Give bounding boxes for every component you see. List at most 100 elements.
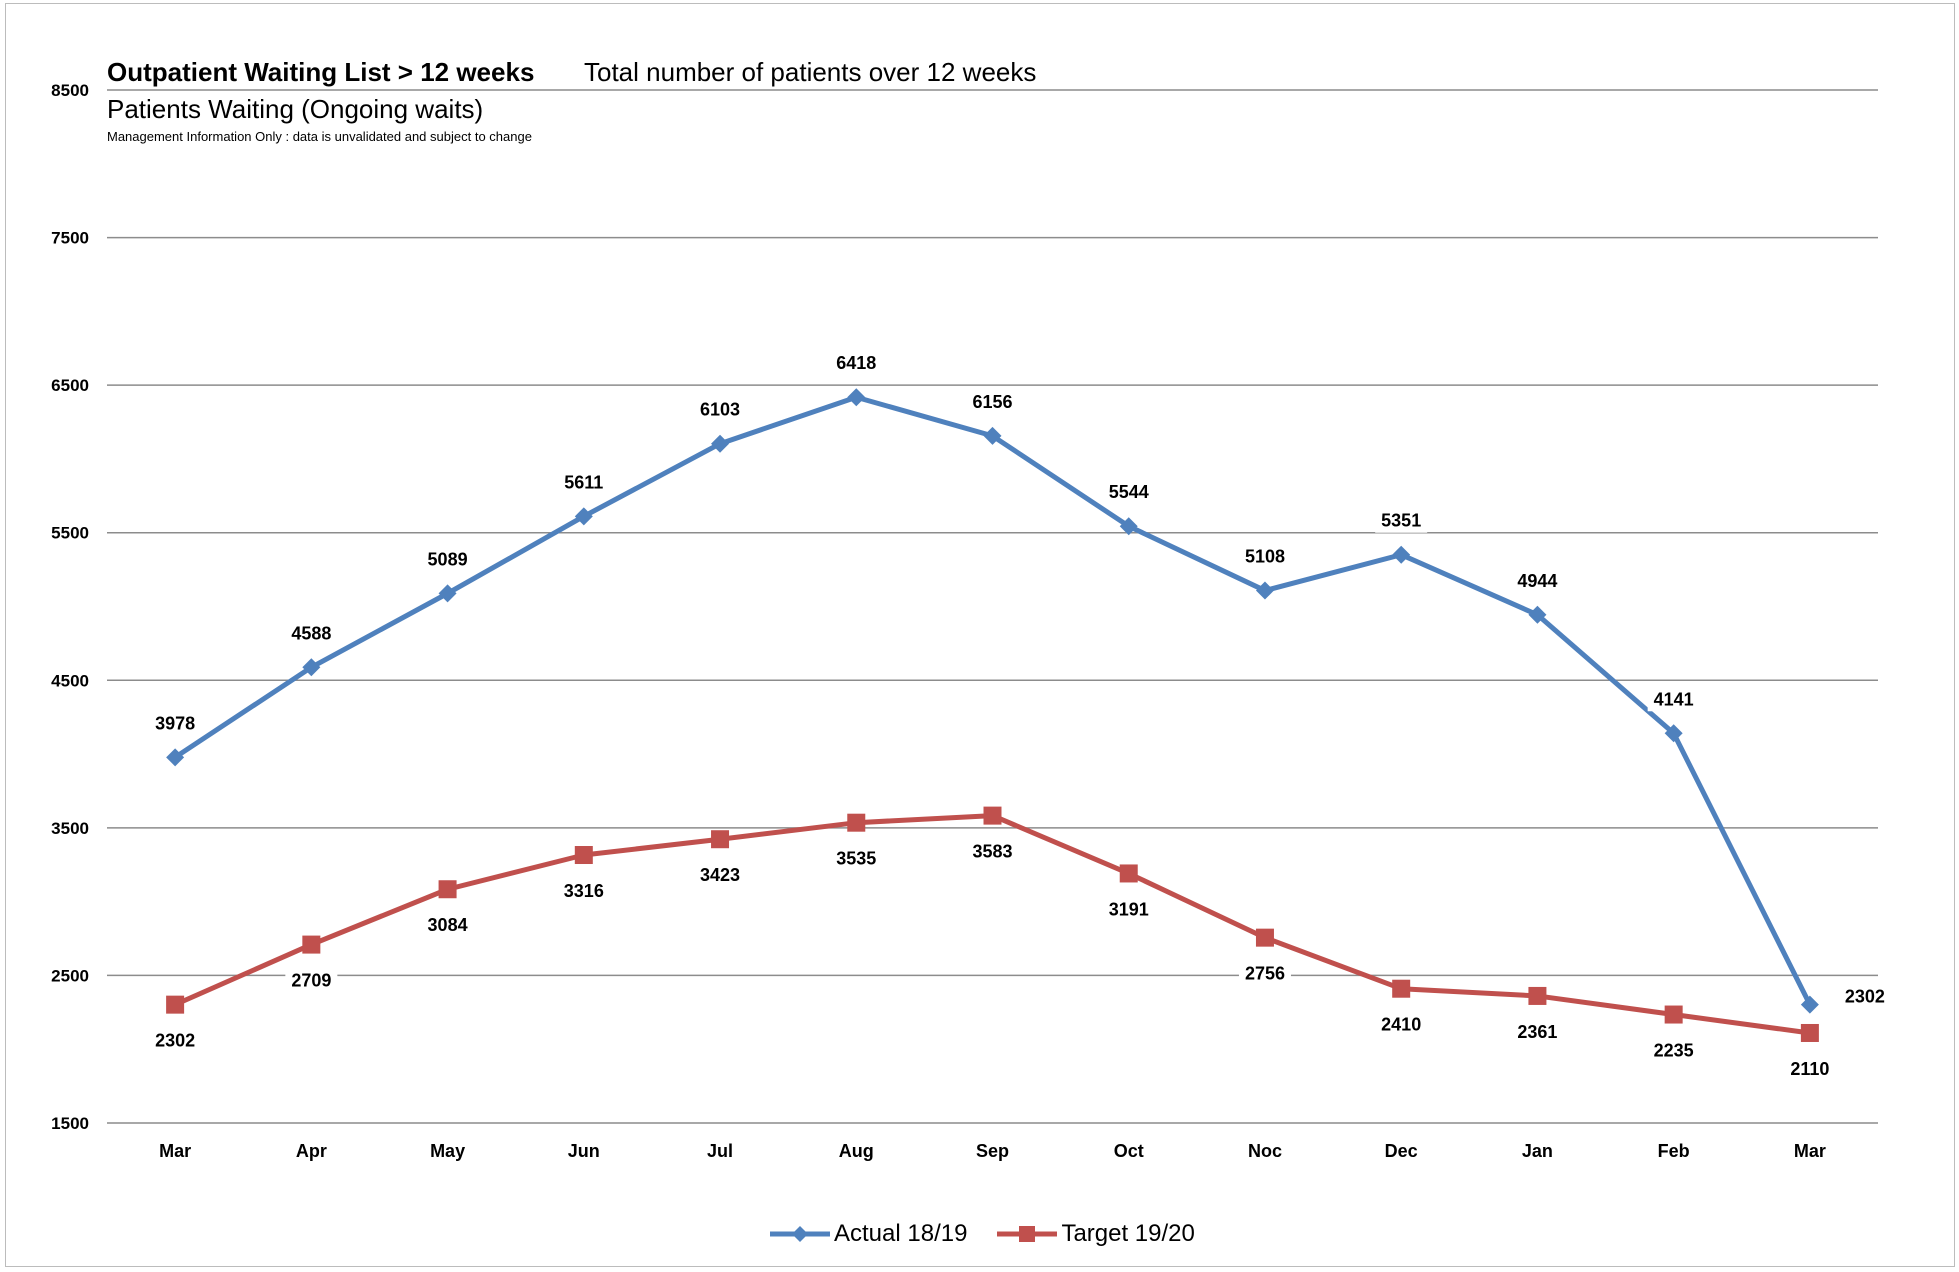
legend-item-target: Target 19/20: [997, 1220, 1195, 1248]
x-tick-label: Jul: [707, 1141, 733, 1161]
legend-item-actual: Actual 18/19: [770, 1220, 967, 1248]
data-label: 2361: [1517, 1022, 1557, 1042]
data-label-bg: [694, 397, 747, 422]
point-marker-square: [1255, 928, 1274, 947]
x-tick-label: Apr: [296, 1141, 327, 1161]
data-label-bg: [830, 846, 883, 871]
data-label-bg: [557, 879, 610, 904]
chart-title: Outpatient Waiting List > 12 weeks: [107, 57, 535, 87]
data-label-bg: [1511, 568, 1564, 593]
point-marker-square: [302, 935, 321, 954]
series-line-actual: [173, 394, 1813, 1006]
chart-title-right: Total number of patients over 12 weeks: [584, 57, 1037, 87]
x-tick-label: Jan: [1522, 1141, 1553, 1161]
data-label-bg: [1102, 480, 1155, 505]
data-label: 2302: [155, 1031, 195, 1051]
y-tick-label: 5500: [51, 524, 89, 543]
data-label-bg: [1238, 961, 1291, 986]
x-tick-label: Jun: [568, 1141, 600, 1161]
point-marker-square: [574, 846, 593, 865]
legend: Actual 18/19 Target 19/20: [770, 1218, 1225, 1250]
data-label: 5351: [1381, 511, 1421, 531]
gridlines: [107, 89, 1878, 1124]
data-label: 5611: [564, 472, 603, 492]
point-marker-square: [166, 995, 185, 1014]
point-marker-square: [1119, 864, 1138, 883]
series-group: [166, 388, 1819, 1042]
data-label-bg: [285, 968, 338, 993]
point-marker-diamond: [1800, 995, 1819, 1014]
point-marker-diamond: [1528, 605, 1547, 624]
point-marker-square: [983, 806, 1002, 825]
data-label-bg: [149, 1028, 202, 1053]
data-label-bg: [1647, 1038, 1700, 1063]
legend-label-target: Target 19/20: [1061, 1220, 1195, 1247]
y-tick-label: 6500: [51, 376, 89, 395]
data-label-bg: [830, 351, 883, 376]
x-tick-label: Dec: [1385, 1141, 1418, 1161]
x-tick-label: Mar: [159, 1141, 191, 1161]
chart-note: Management Information Only : data is un…: [107, 129, 532, 144]
point-marker-diamond: [983, 426, 1002, 445]
point-marker-square: [438, 880, 457, 899]
point-marker-square: [1528, 986, 1547, 1005]
point-marker-square: [1664, 1005, 1683, 1024]
y-tick-label: 7500: [51, 229, 89, 248]
data-label: 3978: [155, 713, 195, 733]
data-label: 4141: [1654, 689, 1694, 709]
data-label-bg: [421, 913, 474, 938]
data-label: 5544: [1109, 482, 1149, 502]
data-label: 4588: [291, 623, 331, 643]
data-label-bg: [1838, 984, 1891, 1009]
legend-actual-diamond-icon: [770, 1226, 830, 1242]
data-label: 2709: [291, 971, 331, 991]
x-tick-label: Feb: [1658, 1141, 1690, 1161]
point-marker-diamond: [1255, 581, 1274, 600]
y-tick-label: 4500: [51, 671, 89, 690]
x-tick-label: Sep: [976, 1141, 1009, 1161]
x-tick-label: Noc: [1248, 1141, 1282, 1161]
point-marker-square: [1392, 979, 1411, 998]
data-label: 2235: [1654, 1041, 1694, 1061]
data-label: 4944: [1517, 571, 1557, 591]
data-label: 5089: [428, 549, 468, 569]
data-label-bg: [1511, 1019, 1564, 1044]
data-label: 3191: [1109, 899, 1149, 919]
point-marker-diamond: [1664, 724, 1683, 743]
x-tick-label: Mar: [1794, 1141, 1826, 1161]
data-label-bg: [1783, 1056, 1836, 1081]
data-label-bg: [1238, 544, 1291, 569]
data-label-bg: [1647, 687, 1700, 712]
x-axis: Mar Apr May Jun Jul Aug Sep Oct Noc Dec Jan Feb Mar: [159, 1141, 1826, 1161]
data-label: 3084: [428, 915, 468, 935]
y-tick-label: 1500: [51, 1114, 89, 1133]
data-label-bg: [421, 547, 474, 572]
x-tick-label: May: [430, 1141, 465, 1161]
chart-subtitle: Patients Waiting (Ongoing waits): [107, 94, 484, 124]
point-marker-diamond: [166, 748, 185, 767]
data-label: 6103: [700, 400, 740, 420]
data-label-bg: [557, 470, 610, 495]
y-axis: 1500 2500 3500 4500 5500 6500 7500 8500: [51, 81, 89, 1133]
data-label-bg: [1102, 897, 1155, 922]
point-marker-diamond: [847, 388, 866, 407]
data-label: 6418: [836, 353, 876, 373]
data-label-bg: [1375, 1012, 1428, 1037]
point-marker-diamond: [574, 507, 593, 526]
point-marker-diamond: [1392, 545, 1411, 564]
point-marker-square: [1800, 1023, 1819, 1042]
data-label: 5108: [1245, 547, 1285, 567]
x-tick-label: Aug: [839, 1141, 874, 1161]
point-marker-diamond: [711, 434, 730, 453]
data-label-bg: [1375, 508, 1428, 533]
data-label-bg: [694, 863, 747, 888]
y-tick-label: 8500: [51, 81, 89, 100]
point-marker-diamond: [438, 584, 457, 603]
data-label-bg: [966, 389, 1019, 414]
legend-target-square-icon: [997, 1226, 1058, 1242]
point-marker-diamond: [1119, 517, 1138, 536]
data-label: 3583: [972, 842, 1012, 862]
data-label: 6156: [972, 392, 1012, 412]
data-label-bg: [966, 839, 1019, 864]
